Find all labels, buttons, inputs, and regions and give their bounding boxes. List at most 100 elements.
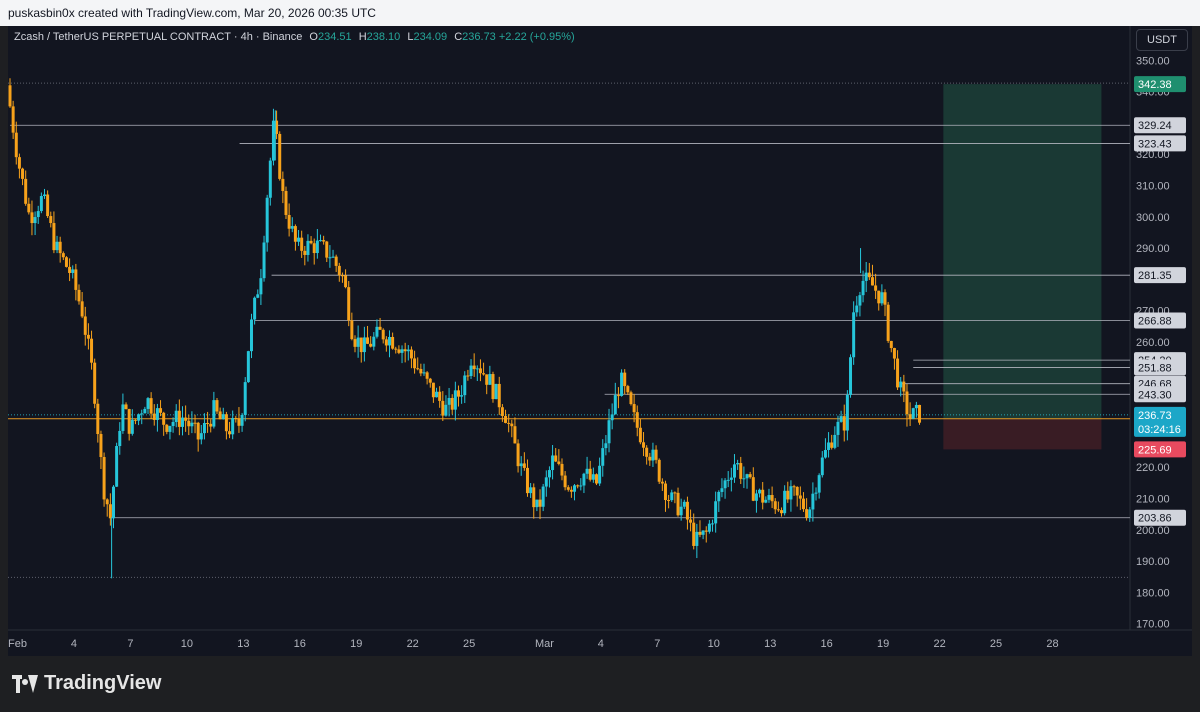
candle-down: [485, 374, 489, 385]
candle-up: [811, 493, 815, 510]
candle-up: [754, 493, 758, 501]
candle-down: [525, 467, 529, 494]
candle-down: [892, 348, 896, 359]
candle-up: [155, 408, 159, 420]
candle-up: [591, 474, 595, 480]
candle-up: [387, 336, 391, 346]
x-tick-label: Mar: [535, 638, 554, 650]
candle-down: [616, 395, 620, 397]
candles: [8, 78, 922, 559]
candle-up: [400, 349, 404, 353]
candle-down: [287, 214, 291, 229]
candle-down: [780, 510, 784, 514]
candle-down: [657, 459, 661, 482]
candle-up: [726, 479, 730, 481]
candle-down: [704, 530, 708, 532]
candle-down: [918, 404, 922, 423]
x-tick-label: 10: [181, 638, 193, 650]
candle-up: [246, 351, 250, 383]
candle-up: [852, 312, 856, 358]
candle-up: [297, 237, 301, 242]
candle-up: [695, 531, 699, 546]
stop-price-tag-bg: [1134, 441, 1186, 458]
candle-down: [325, 241, 329, 258]
candle-down: [96, 403, 100, 435]
y-tick-label: 210.00: [1136, 494, 1170, 506]
x-tick-label: 19: [877, 638, 889, 650]
candle-down: [761, 489, 765, 503]
candle-down: [569, 489, 573, 492]
candle-up: [758, 489, 762, 494]
candle-down: [102, 457, 106, 500]
candle-up: [249, 319, 253, 352]
candle-up: [212, 400, 216, 427]
candle-down: [52, 223, 56, 251]
candle-up: [221, 414, 225, 420]
candle-up: [259, 278, 263, 295]
candle-up: [573, 485, 577, 492]
candle-down: [773, 501, 777, 510]
candle-down: [58, 241, 62, 254]
close-label: C: [454, 31, 463, 43]
stop-price-tag: 225.69: [1138, 444, 1172, 456]
candle-down: [409, 349, 413, 359]
candle-down: [8, 85, 12, 107]
candle-up: [720, 488, 724, 492]
candle-down: [61, 253, 65, 258]
candle-down: [378, 326, 382, 330]
candle-down: [381, 329, 385, 340]
symbol-title: Zcash / TetherUS PERPETUAL CONTRACT · 4h…: [14, 31, 303, 43]
candle-up: [707, 523, 711, 532]
candle-down: [576, 485, 580, 487]
level-price-tag-bg: [1134, 117, 1186, 134]
candle-up: [833, 434, 837, 448]
candle-up: [494, 383, 498, 400]
candle-down: [105, 499, 109, 505]
candle-up: [262, 242, 266, 279]
y-tick-label: 350.00: [1136, 55, 1170, 67]
change-value: +2.22 (+0.95%): [498, 31, 575, 43]
candle-down: [905, 391, 909, 415]
candle-up: [331, 256, 335, 258]
chart-frame[interactable]: 350.00 340.00 320.00 310.00 300.00 290.00 270.…: [8, 26, 1192, 656]
candle-down: [366, 337, 370, 344]
candle-down: [425, 372, 429, 379]
candle-down: [874, 285, 878, 291]
candle-down: [99, 434, 103, 458]
candle-down: [566, 487, 570, 490]
candle-up: [146, 398, 150, 409]
candle-up: [547, 470, 551, 478]
candle-up: [240, 414, 244, 426]
candle-up: [701, 530, 705, 535]
price-chart[interactable]: 350.00340.00320.00310.00300.00290.00270.…: [8, 26, 1192, 656]
candle-up: [140, 413, 144, 415]
candle-down: [588, 468, 592, 480]
candle-down: [284, 191, 288, 215]
x-tick-label: 22: [407, 638, 419, 650]
candle-up: [362, 337, 366, 353]
y-tick-label: 200.00: [1136, 525, 1170, 537]
candle-down: [337, 265, 341, 276]
candle-down: [438, 391, 442, 401]
candle-down: [801, 498, 805, 510]
candle-down: [17, 157, 21, 169]
candle-down: [369, 343, 373, 347]
candle-up: [836, 421, 840, 435]
candle-down: [347, 287, 351, 321]
candle-down: [340, 275, 344, 277]
candle-down: [90, 338, 94, 363]
candle-down: [384, 339, 388, 346]
candle-down: [629, 392, 633, 405]
candle-down: [124, 404, 128, 410]
y-tick-label: 220.00: [1136, 462, 1170, 474]
candle-up: [651, 449, 655, 461]
candle-down: [491, 374, 495, 400]
currency-button[interactable]: USDT: [1136, 29, 1188, 51]
candle-down: [532, 487, 536, 508]
candle-down: [698, 531, 702, 535]
candle-down: [500, 407, 504, 416]
candle-down: [30, 212, 34, 224]
level-price-tag-bg: [1134, 509, 1186, 526]
candle-up: [55, 241, 59, 251]
candle-up: [256, 294, 260, 298]
